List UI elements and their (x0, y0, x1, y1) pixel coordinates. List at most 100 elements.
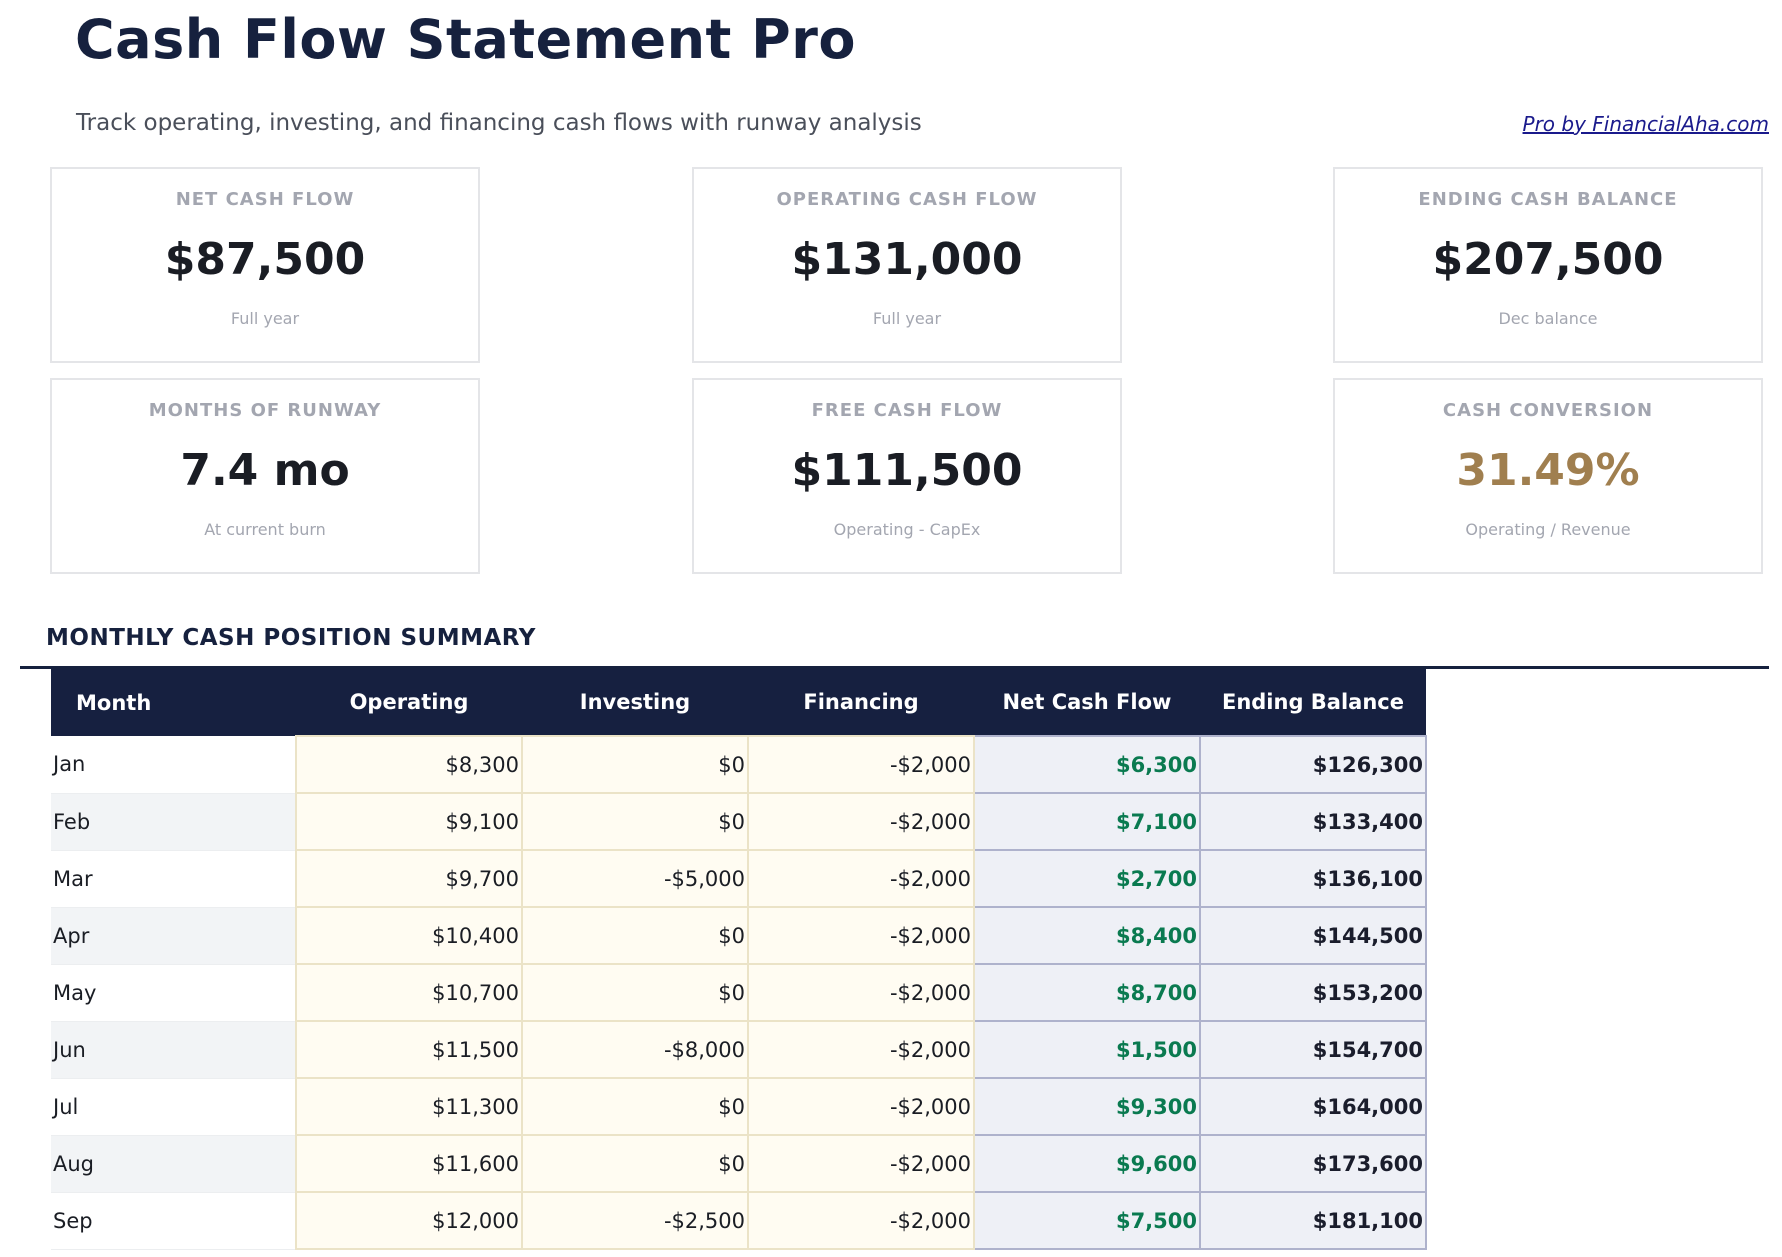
cell-month: Sep (51, 1192, 296, 1250)
cell-financing: -$2,000 (747, 849, 975, 908)
metric-value: $111,500 (791, 445, 1023, 496)
cell-financing: -$2,000 (747, 735, 975, 794)
metric-card-months-of-runway: MONTHS OF RUNWAY 7.4 mo At current burn (50, 378, 480, 574)
cell-operating: $12,000 (295, 1191, 523, 1250)
metric-caption: Operating - CapEx (833, 520, 981, 539)
cell-investing: -$8,000 (521, 1020, 749, 1079)
cell-net-cash-flow: $1,500 (973, 1020, 1201, 1079)
cell-net-cash-flow: $9,600 (973, 1134, 1201, 1193)
table-row: Sep $12,000 -$2,500 -$2,000 $7,500 $181,100 (51, 1191, 1427, 1250)
metric-caption: At current burn (204, 520, 326, 539)
column-header-ending-balance: Ending Balance (1200, 669, 1426, 736)
metric-label: MONTHS OF RUNWAY (148, 400, 382, 421)
cell-ending-balance: $181,100 (1199, 1191, 1427, 1250)
metric-label: NET CASH FLOW (175, 189, 355, 210)
cell-ending-balance: $164,000 (1199, 1077, 1427, 1136)
metric-caption: Full year (872, 309, 942, 328)
cell-financing: -$2,000 (747, 906, 975, 965)
cell-net-cash-flow: $8,700 (973, 963, 1201, 1022)
cell-month: Apr (51, 907, 296, 965)
cell-ending-balance: $133,400 (1199, 792, 1427, 851)
cell-operating: $8,300 (295, 735, 523, 794)
metric-value: 31.49% (1456, 445, 1640, 496)
table-row: Feb $9,100 $0 -$2,000 $7,100 $133,400 (51, 792, 1427, 851)
metric-card-ending-cash-balance: ENDING CASH BALANCE $207,500 Dec balance (1333, 167, 1763, 363)
table-row: Aug $11,600 $0 -$2,000 $9,600 $173,600 (51, 1134, 1427, 1193)
column-header-investing: Investing (522, 669, 748, 736)
cell-month: Jun (51, 1021, 296, 1079)
cell-month: Mar (51, 850, 296, 908)
cell-financing: -$2,000 (747, 792, 975, 851)
page-title: Cash Flow Statement Pro (75, 8, 856, 71)
table-row: Jul $11,300 $0 -$2,000 $9,300 $164,000 (51, 1077, 1427, 1136)
metric-value: 7.4 mo (180, 445, 350, 496)
cell-investing: -$5,000 (521, 849, 749, 908)
cell-financing: -$2,000 (747, 1134, 975, 1193)
section-title: MONTHLY CASH POSITION SUMMARY (46, 625, 536, 651)
cell-operating: $11,500 (295, 1020, 523, 1079)
cell-investing: $0 (521, 963, 749, 1022)
cell-financing: -$2,000 (747, 1077, 975, 1136)
page-subtitle: Track operating, investing, and financin… (76, 110, 922, 136)
table-row: Apr $10,400 $0 -$2,000 $8,400 $144,500 (51, 906, 1427, 965)
table-row: Mar $9,700 -$5,000 -$2,000 $2,700 $136,100 (51, 849, 1427, 908)
metric-value: $87,500 (164, 234, 366, 285)
cell-operating: $9,100 (295, 792, 523, 851)
cell-investing: $0 (521, 1134, 749, 1193)
cell-month: May (51, 964, 296, 1022)
metric-label: OPERATING CASH FLOW (776, 189, 1038, 210)
metric-caption: Dec balance (1498, 309, 1598, 328)
cell-financing: -$2,000 (747, 1020, 975, 1079)
cell-investing: $0 (521, 735, 749, 794)
cell-net-cash-flow: $7,100 (973, 792, 1201, 851)
metric-card-operating-cash-flow: OPERATING CASH FLOW $131,000 Full year (692, 167, 1122, 363)
cell-net-cash-flow: $6,300 (973, 735, 1201, 794)
cell-investing: $0 (521, 906, 749, 965)
cell-operating: $11,600 (295, 1134, 523, 1193)
cell-investing: $0 (521, 1077, 749, 1136)
cell-net-cash-flow: $7,500 (973, 1191, 1201, 1250)
brand-link[interactable]: Pro by FinancialAha.com (1522, 112, 1769, 136)
table-header-row: Month Operating Investing Financing Net … (51, 669, 1426, 736)
cell-operating: $11,300 (295, 1077, 523, 1136)
metric-card-free-cash-flow: FREE CASH FLOW $111,500 Operating - CapE… (692, 378, 1122, 574)
cell-net-cash-flow: $9,300 (973, 1077, 1201, 1136)
monthly-summary-table: Month Operating Investing Financing Net … (51, 669, 1427, 1250)
metric-value: $131,000 (791, 234, 1023, 285)
column-header-operating: Operating (296, 669, 522, 736)
cell-ending-balance: $136,100 (1199, 849, 1427, 908)
cell-ending-balance: $144,500 (1199, 906, 1427, 965)
metric-label: FREE CASH FLOW (811, 400, 1003, 421)
cell-month: Aug (51, 1135, 296, 1193)
metric-label: ENDING CASH BALANCE (1418, 189, 1678, 210)
cell-investing: $0 (521, 792, 749, 851)
cell-investing: -$2,500 (521, 1191, 749, 1250)
metric-caption: Operating / Revenue (1465, 520, 1631, 539)
metric-value: $207,500 (1432, 234, 1664, 285)
column-header-net-cash-flow: Net Cash Flow (974, 669, 1200, 736)
cell-operating: $9,700 (295, 849, 523, 908)
cell-ending-balance: $153,200 (1199, 963, 1427, 1022)
cell-financing: -$2,000 (747, 1191, 975, 1250)
cell-ending-balance: $126,300 (1199, 735, 1427, 794)
cell-net-cash-flow: $8,400 (973, 906, 1201, 965)
cell-financing: -$2,000 (747, 963, 975, 1022)
cell-month: Jul (51, 1078, 296, 1136)
column-header-month: Month (51, 669, 296, 736)
metric-card-net-cash-flow: NET CASH FLOW $87,500 Full year (50, 167, 480, 363)
cell-operating: $10,700 (295, 963, 523, 1022)
table-row: Jun $11,500 -$8,000 -$2,000 $1,500 $154,700 (51, 1020, 1427, 1079)
cell-ending-balance: $173,600 (1199, 1134, 1427, 1193)
cell-month: Jan (51, 736, 296, 794)
column-header-financing: Financing (748, 669, 974, 736)
table-row: Jan $8,300 $0 -$2,000 $6,300 $126,300 (51, 735, 1427, 794)
cell-net-cash-flow: $2,700 (973, 849, 1201, 908)
cell-ending-balance: $154,700 (1199, 1020, 1427, 1079)
section-divider (20, 666, 1769, 669)
metric-caption: Full year (230, 309, 300, 328)
metric-label: CASH CONVERSION (1442, 400, 1654, 421)
cell-month: Feb (51, 793, 296, 851)
table-row: May $10,700 $0 -$2,000 $8,700 $153,200 (51, 963, 1427, 1022)
metric-card-cash-conversion: CASH CONVERSION 31.49% Operating / Reven… (1333, 378, 1763, 574)
cell-operating: $10,400 (295, 906, 523, 965)
